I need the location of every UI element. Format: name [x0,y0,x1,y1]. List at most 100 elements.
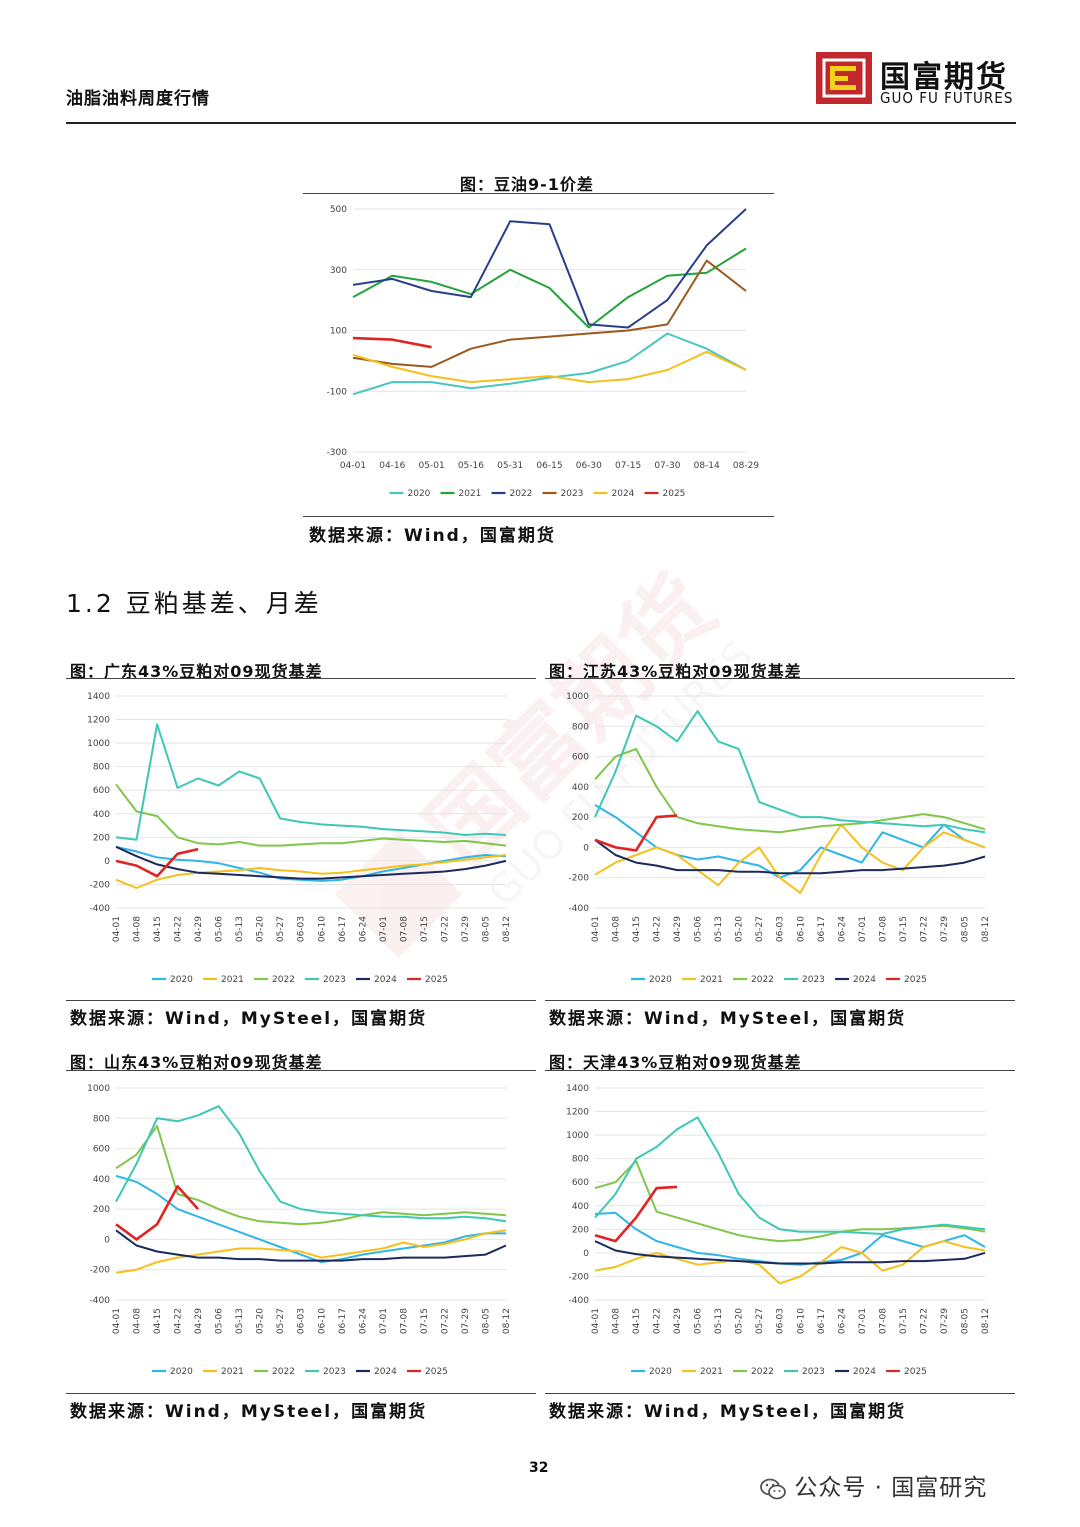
chart-bottom-rule [66,1393,536,1394]
x-tick-label: 04-08 [133,1308,143,1334]
x-tick-label: 04-22 [653,1308,663,1334]
x-tick-label: 07-15 [420,916,430,942]
y-tick-label: -200 [90,1266,111,1276]
chart-soyoil-spread: 500 300 100 -100 -300 04-01 04-16 05-01 05-16 05-… [327,205,760,499]
x-tick-label: 07-30 [654,461,680,471]
x-tick-label: 07-29 [461,1308,471,1334]
x-tick-label: 04-01 [591,916,601,942]
x-tick-label: 07-22 [440,1308,450,1334]
x-tick-label: 04-15 [632,1308,642,1334]
y-tick-label: -400 [90,1296,111,1306]
chart-top-rule [303,193,774,194]
y-tick-label: -200 [569,1272,590,1282]
x-tick-label: 07-08 [399,1308,409,1334]
chart-title-tianjin: 图：天津43%豆粕对09现货基差 [549,1053,802,1072]
legend-label: 2020 [408,489,431,499]
series-line-2023 [594,1116,986,1235]
y-tick-label: 1400 [566,1084,589,1094]
logo-name-cn: 国富期货 [880,60,1008,95]
x-tick-label: 07-29 [461,916,471,942]
legend-label: 2023 [802,975,825,985]
chart-source-soyoil-spread: 数据来源：Wind，国富期货 [309,526,556,546]
x-tick-label: 08-05 [481,1308,491,1334]
series-line-2022 [115,783,507,847]
x-tick-label: 07-01 [858,1308,868,1334]
x-tick-label: 06-15 [536,461,562,471]
report-title: 油脂油料周度行情 [66,89,210,109]
x-tick-label: 05-31 [497,461,523,471]
x-tick-label: 04-29 [673,916,683,942]
series-line-2023 [594,710,986,834]
legend-label: 2023 [802,1367,825,1377]
x-tick-label: 07-15 [615,461,641,471]
legend-label: 2022 [272,1367,295,1377]
y-tick-label: 400 [93,1175,110,1185]
y-tick-label: 500 [330,205,347,215]
y-tick-label: 400 [93,810,110,820]
x-tick-label: 05-06 [215,916,225,942]
chart-title-shandong: 图：山东43%豆粕对09现货基差 [70,1053,323,1072]
legend-label: 2022 [272,975,295,985]
x-tick-label: 04-08 [133,916,143,942]
y-tick-label: -200 [569,874,590,884]
x-tick-label: 06-03 [297,916,307,942]
y-tick-label: 1000 [566,692,589,702]
chart-bottom-rule [545,1000,1015,1001]
chart-bottom-rule [545,1393,1015,1394]
series-line-2024 [115,845,507,880]
x-tick-label: 04-15 [153,916,163,942]
chart-source-guangdong: 数据来源：Wind，MySteel，国富期货 [70,1009,428,1029]
x-tick-label: 04-08 [612,916,622,942]
x-tick-label: 04-08 [612,1308,622,1334]
x-tick-label: 05-20 [735,1308,745,1334]
y-tick-label: -200 [90,880,111,890]
chart-bottom-rule [66,1000,536,1001]
legend-label: 2024 [853,975,876,985]
x-tick-label: 06-24 [837,1308,847,1334]
legend-label: 2025 [425,1367,448,1377]
x-tick-label: 06-30 [576,461,602,471]
x-tick-label: 07-22 [440,916,450,942]
header-divider [66,122,1016,124]
legend-label: 2021 [700,1367,723,1377]
legend-label: 2020 [170,1367,193,1377]
legend-label: 2023 [323,1367,346,1377]
x-tick-label: 07-15 [899,1308,909,1334]
x-tick-label: 05-13 [235,916,245,942]
y-tick-label: -400 [90,904,111,914]
series-line-2021 [115,854,507,889]
x-tick-label: 04-29 [194,1308,204,1334]
chart-title-guangdong: 图：广东43%豆粕对09现货基差 [70,662,323,681]
series-line-2025 [594,814,678,852]
x-tick-label: 04-01 [591,1308,601,1334]
y-tick-label: 100 [330,327,347,337]
series-line-2023 [352,259,747,368]
legend-label: 2021 [221,975,244,985]
x-tick-label: 05-20 [256,916,266,942]
y-tick-label: 1000 [566,1131,589,1141]
x-tick-label: 07-15 [899,916,909,942]
series-line-2020 [352,332,747,396]
x-tick-label: 08-12 [981,916,991,942]
series-line-2025 [352,336,432,349]
legend-label: 2021 [700,975,723,985]
x-tick-label: 04-01 [112,1308,122,1334]
x-tick-label: 06-10 [796,916,806,942]
x-tick-label: 04-22 [174,1308,184,1334]
footer-brand-text: 公众号 · 国富研究 [794,1475,988,1501]
legend-label: 2020 [170,975,193,985]
x-tick-label: 04-01 [340,461,366,471]
series-line-2021 [115,1229,507,1274]
y-tick-label: -400 [569,904,590,914]
x-tick-label: 07-22 [919,916,929,942]
x-tick-label: 08-14 [694,461,720,471]
x-tick-label: 08-05 [481,916,491,942]
y-tick-label: 0 [104,857,110,867]
legend-label: 2022 [510,489,533,499]
legend-label: 2021 [459,489,482,499]
x-tick-label: 07-08 [878,1308,888,1334]
legend-label: 2020 [649,975,672,985]
